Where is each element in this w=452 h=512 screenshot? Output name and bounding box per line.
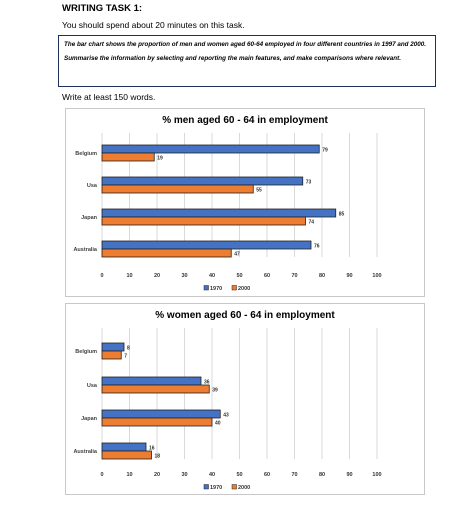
- prompt-instruction: Summarise the information by selecting a…: [64, 54, 401, 62]
- tick-label: 10: [126, 472, 132, 478]
- data-label: 47: [234, 252, 240, 258]
- tick-label: 70: [291, 273, 297, 279]
- tick-label: 20: [154, 472, 160, 478]
- category-label: Australia: [73, 247, 97, 253]
- bar: [101, 442, 147, 452]
- tick-label: 0: [100, 273, 103, 279]
- data-label: 74: [309, 220, 315, 226]
- data-label: 40: [215, 421, 221, 427]
- prompt-box: The bar chart shows the proportion of me…: [58, 35, 436, 87]
- data-label: 36: [204, 380, 210, 386]
- category-label: Japan: [81, 215, 98, 221]
- tick-label: 30: [181, 273, 187, 279]
- bar: [101, 152, 155, 162]
- bar: [101, 350, 122, 360]
- data-label: 76: [314, 244, 320, 250]
- tick-label: 40: [209, 273, 215, 279]
- legend-swatch: [203, 484, 209, 490]
- tick-label: 40: [209, 472, 215, 478]
- bar: [101, 417, 213, 427]
- category-label: Belgium: [75, 349, 97, 355]
- bar: [101, 216, 306, 226]
- bar: [101, 376, 202, 386]
- tick-label: 50: [236, 273, 242, 279]
- chart-title: % women aged 60 - 64 in employment: [155, 310, 335, 321]
- tick-label: 90: [346, 472, 352, 478]
- bar: [101, 208, 337, 218]
- tick-label: 50: [236, 472, 242, 478]
- tick-label: 90: [346, 273, 352, 279]
- men-chart-svg: Belgium 79 19 Usa 73 55 Japan 85 74 Australia 76 47…: [73, 133, 382, 292]
- word-count-instruction: Write at least 150 words.: [62, 92, 156, 102]
- time-instruction: You should spend about 20 minutes on thi…: [62, 20, 245, 30]
- tick-label: 80: [319, 472, 325, 478]
- data-label: 43: [223, 413, 229, 419]
- bar: [101, 184, 254, 194]
- data-label: 8: [127, 346, 130, 352]
- prompt-description: The bar chart shows the proportion of me…: [64, 41, 427, 48]
- data-label: 55: [256, 188, 262, 194]
- task-title: WRITING TASK 1:: [62, 3, 143, 14]
- legend-label: 2000: [238, 485, 250, 491]
- category-label: Usa: [87, 383, 98, 389]
- tick-label: 30: [181, 472, 187, 478]
- data-label: 16: [149, 446, 155, 452]
- tick-label: 70: [291, 472, 297, 478]
- legend-label: 1970: [210, 286, 222, 292]
- tick-label: 60: [264, 472, 270, 478]
- data-label: 73: [306, 180, 312, 186]
- tick-label: 20: [154, 273, 160, 279]
- legend-swatch: [231, 285, 237, 291]
- legend-swatch: [231, 484, 237, 490]
- bar: [101, 144, 320, 154]
- data-label: 18: [155, 454, 161, 460]
- bar: [101, 342, 125, 352]
- men-employment-chart: % men aged 60 - 64 in employment Belgium…: [65, 108, 425, 297]
- bar: [101, 409, 221, 419]
- tick-label: 0: [100, 472, 103, 478]
- data-label: 7: [124, 354, 127, 360]
- data-label: 79: [322, 148, 328, 154]
- data-label: 19: [157, 156, 163, 162]
- category-label: Usa: [87, 183, 98, 189]
- tick-label: 60: [264, 273, 270, 279]
- category-label: Japan: [81, 416, 98, 422]
- tick-label: 100: [372, 472, 381, 478]
- tick-label: 100: [372, 273, 381, 279]
- bar: [101, 384, 210, 394]
- tick-label: 80: [319, 273, 325, 279]
- chart-title: % men aged 60 - 64 in employment: [162, 115, 328, 126]
- legend-label: 2000: [238, 286, 250, 292]
- bar: [101, 176, 304, 186]
- legend-label: 1970: [210, 485, 222, 491]
- category-label: Australia: [73, 449, 97, 455]
- data-label: 39: [212, 388, 218, 394]
- bar: [101, 240, 312, 250]
- bar: [101, 450, 152, 460]
- category-label: Belgium: [75, 151, 97, 157]
- tick-label: 10: [126, 273, 132, 279]
- legend-swatch: [203, 285, 209, 291]
- bar: [101, 248, 232, 258]
- women-employment-chart: % women aged 60 - 64 in employment Belgi…: [65, 303, 425, 495]
- data-label: 85: [339, 212, 345, 218]
